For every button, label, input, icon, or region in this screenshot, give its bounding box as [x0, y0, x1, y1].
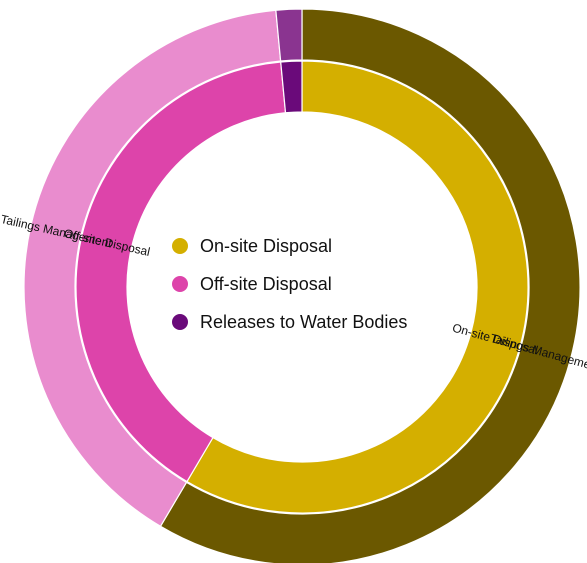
- legend-swatch-off-site: [172, 276, 188, 292]
- legend: On-site Disposal Off-site Disposal Relea…: [172, 236, 407, 332]
- rings-group: [23, 8, 581, 563]
- legend-label-on-site: On-site Disposal: [200, 236, 332, 256]
- outer-ring-segment-2-unlabeled[interactable]: [275, 8, 303, 62]
- legend-swatch-on-site: [172, 238, 188, 254]
- inner-ring-segment-1-off-site-disposal[interactable]: [75, 61, 287, 483]
- outer-ring-segment-1-tailings-management[interactable]: [23, 9, 282, 528]
- legend-label-water-bodies: Releases to Water Bodies: [200, 312, 407, 332]
- legend-item-off-site[interactable]: Off-site Disposal: [172, 274, 332, 294]
- outer-ring-segment-0-tailings-management[interactable]: [159, 8, 581, 563]
- inner-ring-segment-0-on-site-disposal[interactable]: [186, 60, 529, 514]
- legend-item-on-site[interactable]: On-site Disposal: [172, 236, 332, 256]
- inner-ring-segment-2-releases-to-water-bodies[interactable]: [280, 60, 303, 114]
- legend-label-off-site: Off-site Disposal: [200, 274, 332, 294]
- legend-swatch-water-bodies: [172, 314, 188, 330]
- legend-item-water-bodies[interactable]: Releases to Water Bodies: [172, 312, 407, 332]
